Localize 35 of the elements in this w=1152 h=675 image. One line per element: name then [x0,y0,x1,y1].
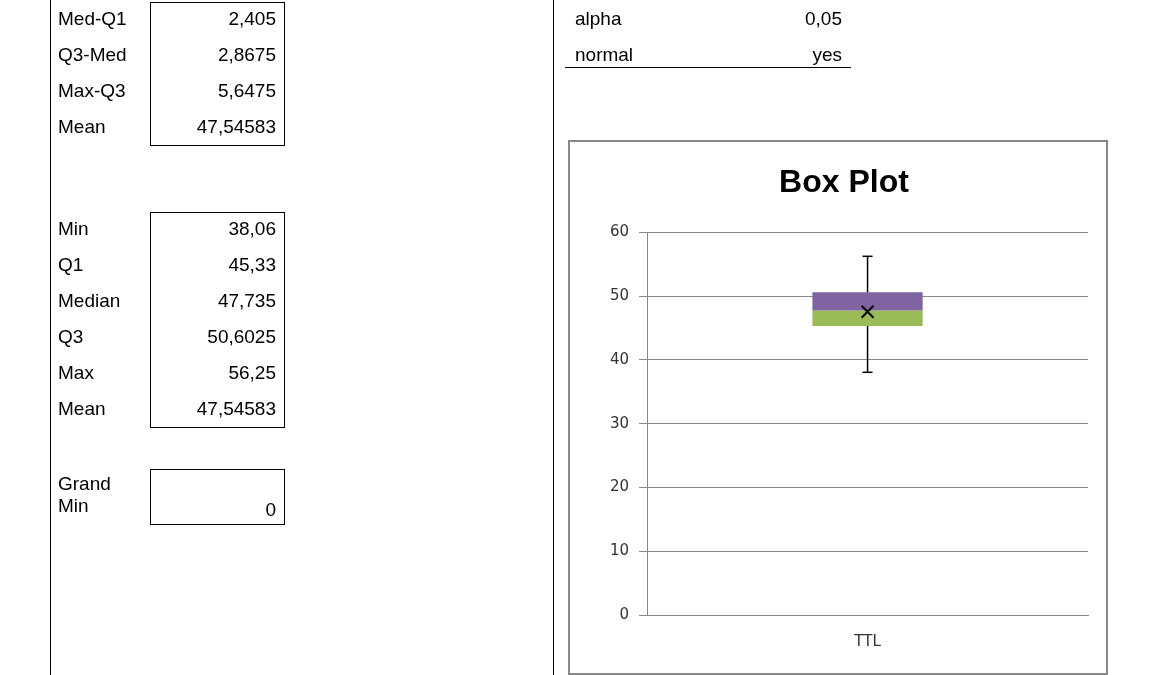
text: 47,735 [216,290,276,312]
text: Median [58,290,122,312]
text: Max-Q3 [58,80,127,102]
text: 56,25 [227,362,276,384]
text: Min [58,218,90,240]
text: 2,405 [227,8,276,30]
text: alpha [575,8,622,30]
text: Mean [58,116,107,138]
text: 2,8675 [216,44,276,66]
text: 0,05 [804,8,842,30]
y-tick-label: 20 [609,477,630,496]
y-tick-label: 10 [609,541,630,560]
x-tick-label: TTL [853,631,882,650]
text: yes [811,44,842,66]
text: Q3 [58,326,85,348]
chart-title: Box Plot [779,163,910,200]
text: Q1 [58,254,85,276]
y-tick-label: 0 [619,604,630,623]
y-tick-label: 60 [609,222,630,241]
y-tick-label: 40 [609,349,630,368]
text: 38,06 [227,218,276,240]
y-tick-label: 30 [609,413,630,432]
text: Grand Min [58,473,112,517]
text: Mean [58,398,107,420]
text: Q3-Med [58,44,128,66]
text: 5,6475 [216,80,276,102]
text: Med-Q1 [58,8,128,30]
text: 45,33 [227,254,276,276]
text: 0 [264,499,276,521]
text: Max [58,362,95,384]
text: 47,54583 [195,116,276,138]
y-tick-label: 50 [609,286,630,305]
text: normal [575,44,634,66]
text: 47,54583 [195,398,276,420]
text: 50,6025 [206,326,276,348]
